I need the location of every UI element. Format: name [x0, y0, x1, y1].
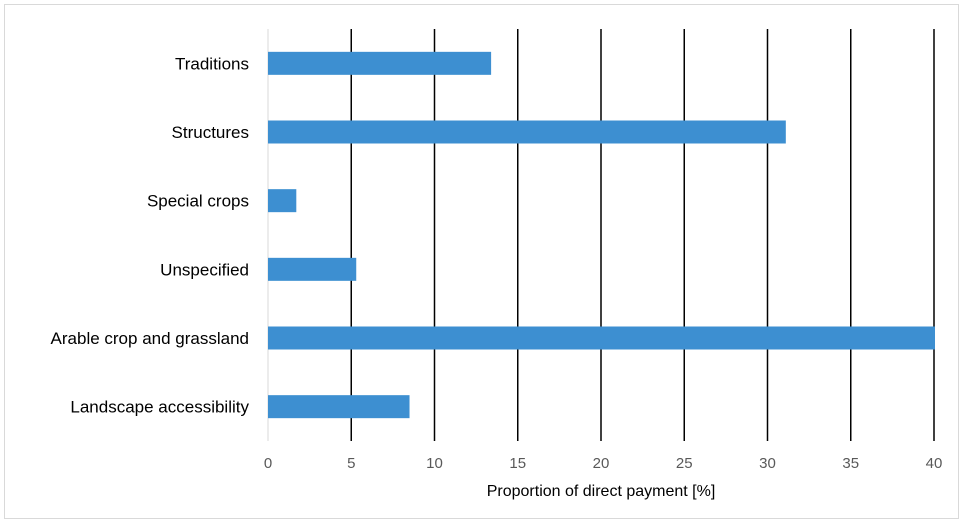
category-label: Arable crop and grassland — [51, 329, 249, 348]
bars — [268, 51, 935, 419]
x-tick-label-35: 35 — [842, 455, 859, 472]
bar-traditions — [268, 51, 492, 75]
x-tick-labels: 0 5 10 15 20 25 30 35 40 — [264, 455, 943, 472]
chart-frame: Traditions Structures Special crops Unspeci… — [4, 4, 959, 519]
gridlines — [267, 29, 935, 441]
bar-chart: Traditions Structures Special crops Unspeci… — [51, 29, 943, 500]
category-label: Special crops — [147, 192, 249, 211]
category-label: Landscape accessibility — [70, 398, 249, 417]
bar-arable-crop-and-grassland — [268, 326, 935, 350]
category-labels: Traditions Structures Special crops Unspeci… — [51, 54, 250, 416]
x-tick-label-5: 5 — [347, 455, 355, 472]
category-label: Structures — [172, 123, 249, 142]
x-tick-label-15: 15 — [509, 455, 526, 472]
category-label: Unspecified — [160, 260, 249, 279]
bar-landscape-accessibility — [268, 395, 410, 419]
x-axis-title: Proportion of direct payment [%] — [487, 483, 716, 500]
x-tick-label-30: 30 — [759, 455, 776, 472]
bar-special-crops — [268, 189, 297, 213]
x-tick-label-25: 25 — [676, 455, 693, 472]
x-tick-label-20: 20 — [593, 455, 610, 472]
x-tick-label-0: 0 — [264, 455, 272, 472]
bar-unspecified — [268, 257, 357, 281]
bar-structures — [268, 120, 786, 144]
category-label: Traditions — [175, 54, 249, 73]
x-tick-label-40: 40 — [926, 455, 943, 472]
x-tick-label-10: 10 — [426, 455, 443, 472]
